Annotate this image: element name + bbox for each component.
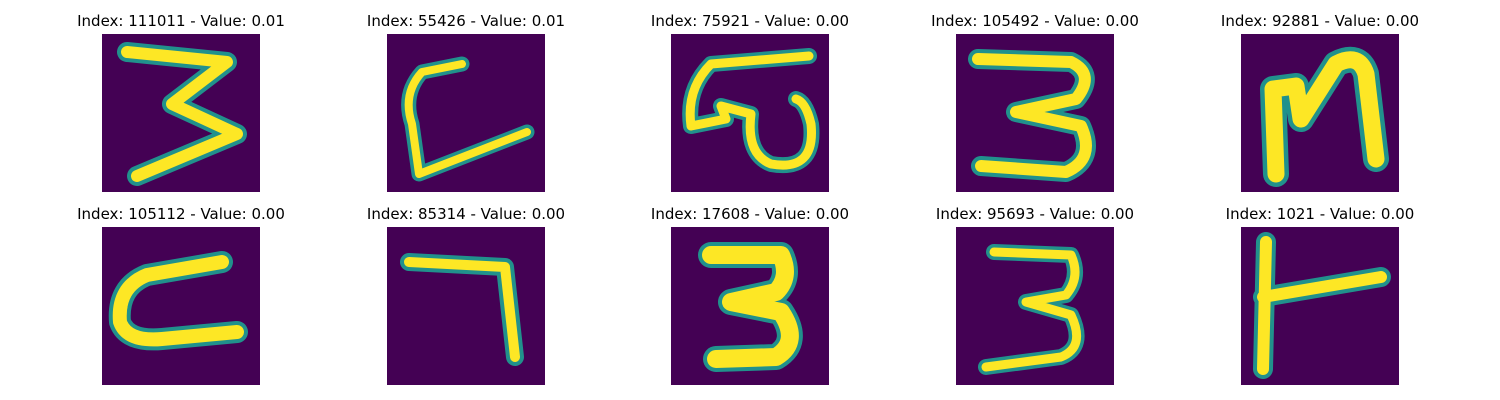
panel-title: Index: 92881 - Value: 0.00 [1220,12,1420,30]
image-panel: Index: 17608 - Value: 0.00 [651,205,849,385]
image-panel: Index: 85314 - Value: 0.00 [367,205,565,385]
digit-image [956,34,1114,192]
digit-image [1241,34,1399,192]
image-panel: Index: 95693 - Value: 0.00 [936,205,1134,385]
digit-image [102,227,260,385]
panel-title: Index: 17608 - Value: 0.00 [650,205,850,223]
image-panel: Index: 1021 - Value: 0.00 [1226,205,1414,385]
panel-title: Index: 1021 - Value: 0.00 [1225,205,1415,223]
digit-image [671,227,829,385]
digit-image [387,227,545,385]
image-panel: Index: 92881 - Value: 0.00 [1221,12,1419,192]
digit-image [956,227,1114,385]
image-panel: Index: 105492 - Value: 0.00 [931,12,1139,192]
digit-image [102,34,260,192]
image-panel: Index: 75921 - Value: 0.00 [651,12,849,192]
image-panel: Index: 105112 - Value: 0.00 [77,205,285,385]
panel-title: Index: 105492 - Value: 0.00 [931,12,1139,30]
panel-title: Index: 75921 - Value: 0.00 [650,12,850,30]
panel-title: Index: 95693 - Value: 0.00 [935,205,1135,223]
digit-image [671,34,829,192]
panel-title: Index: 105112 - Value: 0.00 [77,205,285,223]
digit-image [387,34,545,192]
panel-title: Index: 55426 - Value: 0.01 [366,12,566,30]
digit-image [1241,227,1399,385]
image-panel: Index: 111011 - Value: 0.01 [77,12,285,192]
image-panel: Index: 55426 - Value: 0.01 [367,12,565,192]
panel-title: Index: 85314 - Value: 0.00 [366,205,566,223]
panel-title: Index: 111011 - Value: 0.01 [77,12,285,30]
